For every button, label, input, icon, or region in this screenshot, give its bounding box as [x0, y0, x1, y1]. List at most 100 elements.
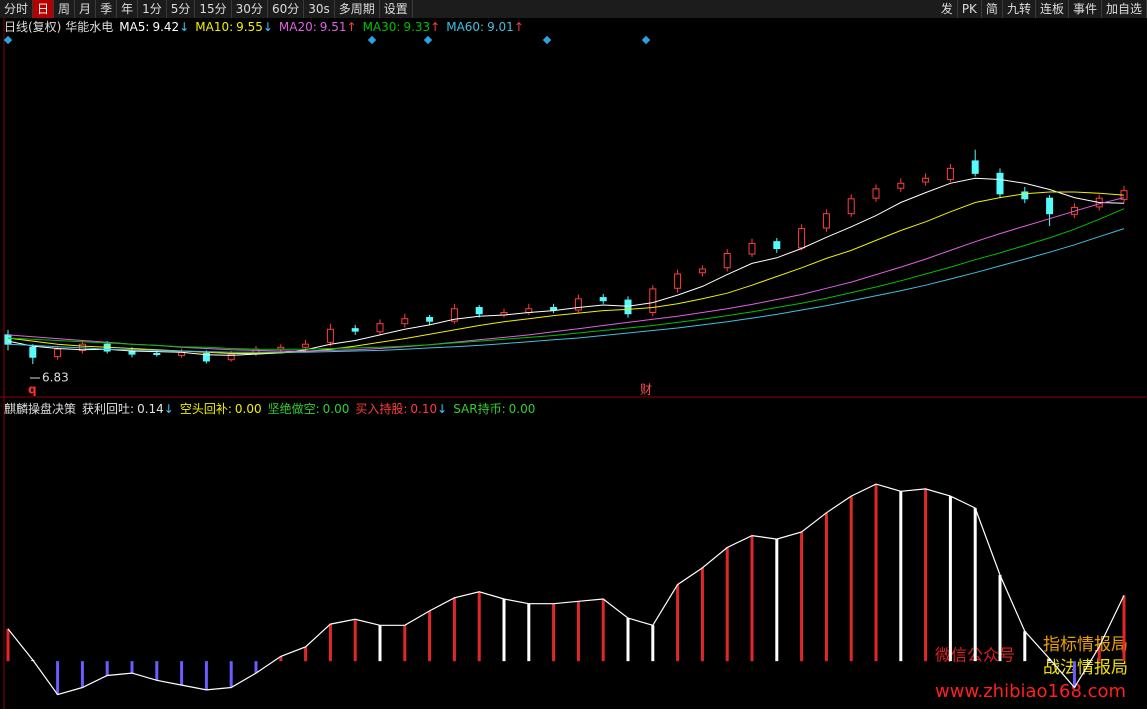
marker: q [28, 383, 37, 397]
legend-value: 9.01 [487, 20, 514, 34]
stock-name: 华能水电 [65, 20, 113, 34]
candle-body [326, 328, 334, 343]
candle-body [475, 307, 483, 315]
histogram-bar [601, 598, 605, 662]
legend-value: 9.33 [403, 20, 430, 34]
candle-body [450, 308, 458, 322]
tool-button[interactable]: 简 [982, 0, 1003, 18]
signal-diamonds [3, 35, 651, 45]
candle-body [674, 273, 682, 289]
marker: 财 [640, 383, 652, 397]
candle-body [897, 182, 905, 189]
legend-name: MA30: [363, 20, 401, 34]
legend-name: MA60: [446, 20, 484, 34]
candle-body [1046, 197, 1054, 215]
legend-value: 0.00 [235, 402, 262, 416]
candle-body [29, 346, 37, 358]
histogram-bar [502, 598, 506, 662]
candle-body [971, 160, 979, 174]
candle-body [401, 318, 409, 325]
candle-body [351, 328, 359, 332]
tab-button[interactable]: 多周期 [335, 0, 380, 18]
min-label: 6.83 [42, 371, 69, 385]
legend-name: 买入持股: [355, 401, 407, 416]
watermark: www.zhibiao168.com [935, 681, 1126, 702]
tool-button[interactable]: PK [958, 0, 982, 18]
histogram-bar [676, 584, 680, 662]
pane-header: 日线(复权) 华能水电 MA5: 9.42↓ MA10: 9.55↓ MA20: 9.51↑… [4, 20, 524, 34]
histogram-bar [576, 601, 580, 662]
candle-body [550, 307, 558, 311]
toolbar-right: 发 PK 简九转 连板 事件 加自选 [937, 0, 1147, 18]
legend-arrow: ↓ [164, 402, 174, 416]
candle-body [153, 353, 161, 356]
candle-body [748, 243, 756, 255]
histogram-bar [973, 508, 977, 662]
tab-button[interactable]: 15分 [195, 0, 232, 18]
legend-value: 9.55 [236, 20, 263, 34]
histogram-bar [998, 575, 1002, 662]
ma-line [7, 197, 1125, 352]
candle-body [946, 167, 954, 181]
histogram-bar [328, 624, 332, 662]
histogram-bar [155, 661, 159, 681]
tab-button[interactable]: 月 [75, 0, 97, 18]
histogram-bar [452, 597, 456, 662]
tool-button[interactable]: 连板 [1036, 0, 1069, 18]
histogram-bar [1122, 595, 1126, 662]
ma-line [7, 177, 1125, 356]
tab-button[interactable]: 60分 [268, 0, 305, 18]
candle-body [922, 177, 930, 183]
histogram-bar [1048, 658, 1052, 662]
candle-body [822, 213, 830, 229]
legend-name: 空头回补: [180, 402, 232, 416]
candle-body [624, 299, 632, 315]
tab-button[interactable]: 周 [54, 0, 76, 18]
tool-button[interactable]: 加自选 [1102, 0, 1147, 18]
indicator-line [7, 483, 1125, 696]
pane-header: 麒麟操盘决策 获利回吐: 0.14↓ 空头回补: 0.00 坚绝做空: 0.00 买入持股: 0… [4, 401, 535, 416]
legend-value: 0.00 [509, 402, 536, 416]
chart-title: 日线(复权) [4, 20, 61, 34]
legend-name: MA10: [195, 20, 233, 34]
tab-button[interactable]: 5分 [167, 0, 196, 18]
candle-body [698, 268, 706, 274]
histogram-bar [651, 625, 655, 662]
tool-button[interactable]: 九转 [1003, 0, 1036, 18]
tab-button[interactable]: 设置 [380, 0, 413, 18]
tab-button[interactable]: 1分 [138, 0, 167, 18]
histogram-bar [204, 661, 208, 690]
histogram-bar [1023, 631, 1027, 662]
legend-name: 获利回吐: [82, 402, 134, 416]
histogram-bar [924, 488, 928, 662]
legend-value: 9.51 [320, 20, 347, 34]
histogram-bar [552, 603, 556, 662]
histogram-bar [626, 618, 630, 662]
candle-body [302, 343, 310, 348]
histogram-bar [750, 535, 754, 662]
candle-body [376, 323, 384, 333]
tab-button[interactable]: 30分 [232, 0, 268, 18]
tab-button[interactable]: 年 [117, 0, 139, 18]
legend-name: 坚绝做空: [268, 401, 320, 416]
candle-body [798, 228, 806, 249]
histogram-bar [775, 539, 779, 662]
histogram-bar [477, 591, 481, 662]
tool-button[interactable]: 发 [937, 0, 958, 18]
tab-button[interactable]: 季 [96, 0, 118, 18]
candle-body [54, 348, 62, 358]
tool-button[interactable]: 事件 [1069, 0, 1102, 18]
tab-button[interactable]: 日 [33, 0, 55, 18]
legend-arrow: ↓ [437, 402, 447, 416]
toolbar: 分时日周月季年 1分 5分 15分 30分 60分 30s 多周期 设置 发 PK 简九转 连板 事件 加自… [0, 0, 1147, 18]
candle-body [426, 316, 434, 322]
tab-button[interactable]: 分时 [0, 0, 34, 18]
tab-button[interactable]: 30s [304, 0, 335, 18]
legend-arrow: ↓ [263, 20, 273, 34]
histogram-bar [824, 512, 828, 662]
histogram-bar [304, 646, 308, 662]
candle-body [872, 188, 880, 199]
histogram-bar [899, 491, 903, 662]
watermark: 指标情报局 [1043, 635, 1128, 655]
